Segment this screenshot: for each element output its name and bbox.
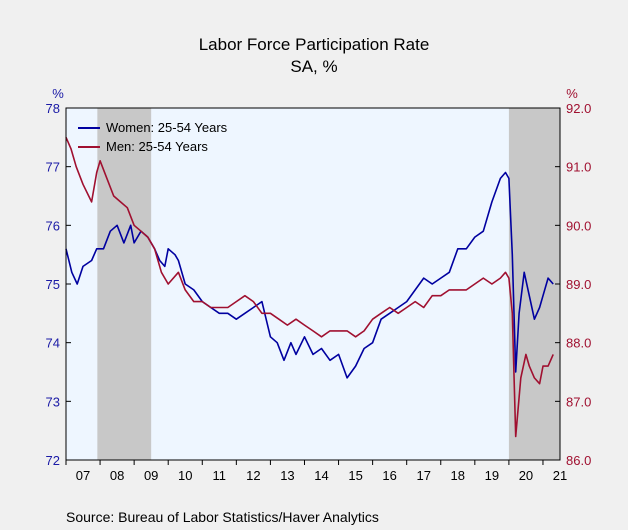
right-axis-unit: % bbox=[566, 86, 578, 101]
x-tick-label-7: 14 bbox=[314, 468, 328, 483]
x-tick-label-1: 08 bbox=[110, 468, 124, 483]
left-tick-label-6: 78 bbox=[46, 101, 60, 116]
recession-band-0 bbox=[97, 108, 152, 460]
right-axis: 86.0 87.0 88.0 89.0 90.0 91.0 92.0 bbox=[555, 101, 591, 468]
x-tick-label-14: 21 bbox=[553, 468, 567, 483]
source-note: Source: Bureau of Labor Statistics/Haver… bbox=[66, 509, 379, 525]
chart-title: Labor Force Participation Rate bbox=[199, 35, 430, 54]
x-tick-label-12: 19 bbox=[485, 468, 499, 483]
x-tick-label-8: 15 bbox=[348, 468, 362, 483]
right-tick-label-0: 86.0 bbox=[566, 453, 591, 468]
x-tick-label-9: 16 bbox=[382, 468, 396, 483]
left-tick-label-0: 72 bbox=[46, 453, 60, 468]
right-tick-label-4: 90.0 bbox=[566, 218, 591, 233]
left-axis-unit: % bbox=[52, 86, 64, 101]
left-tick-label-3: 75 bbox=[46, 277, 60, 292]
x-tick-label-3: 10 bbox=[178, 468, 192, 483]
recession-bands bbox=[97, 108, 560, 460]
x-tick-label-10: 17 bbox=[416, 468, 430, 483]
series-line-0 bbox=[65, 171, 554, 379]
left-tick-label-2: 74 bbox=[46, 336, 60, 351]
right-tick-label-6: 92.0 bbox=[566, 101, 591, 116]
right-tick-label-5: 91.0 bbox=[566, 160, 591, 175]
x-tick-label-0: 07 bbox=[76, 468, 90, 483]
x-tick-label-11: 18 bbox=[451, 468, 465, 483]
right-tick-label-2: 88.0 bbox=[566, 336, 591, 351]
series-line-1 bbox=[65, 136, 554, 438]
legend: Women: 25-54 Years Men: 25-54 Years bbox=[78, 120, 228, 154]
x-tick-label-2: 09 bbox=[144, 468, 158, 483]
x-axis: 07 08 09 10 11 12 13 14 15 16 17 18 19 20 21 bbox=[65, 460, 567, 483]
left-tick-label-5: 77 bbox=[46, 160, 60, 175]
left-tick-label-4: 76 bbox=[46, 218, 60, 233]
legend-label-men: Men: 25-54 Years bbox=[106, 139, 208, 154]
x-tick-label-4: 11 bbox=[213, 468, 227, 483]
x-tick-label-5: 12 bbox=[246, 468, 260, 483]
left-tick-label-1: 73 bbox=[46, 394, 60, 409]
right-tick-label-3: 89.0 bbox=[566, 277, 591, 292]
chart-subtitle: SA, % bbox=[290, 57, 337, 76]
recession-band-1 bbox=[508, 108, 560, 460]
legend-label-women: Women: 25-54 Years bbox=[106, 120, 228, 135]
right-tick-label-1: 87.0 bbox=[566, 394, 591, 409]
x-tick-label-6: 13 bbox=[280, 468, 294, 483]
left-axis: 72 73 74 75 76 77 78 bbox=[46, 101, 71, 468]
series-lines bbox=[65, 136, 554, 438]
x-tick-label-13: 20 bbox=[519, 468, 533, 483]
